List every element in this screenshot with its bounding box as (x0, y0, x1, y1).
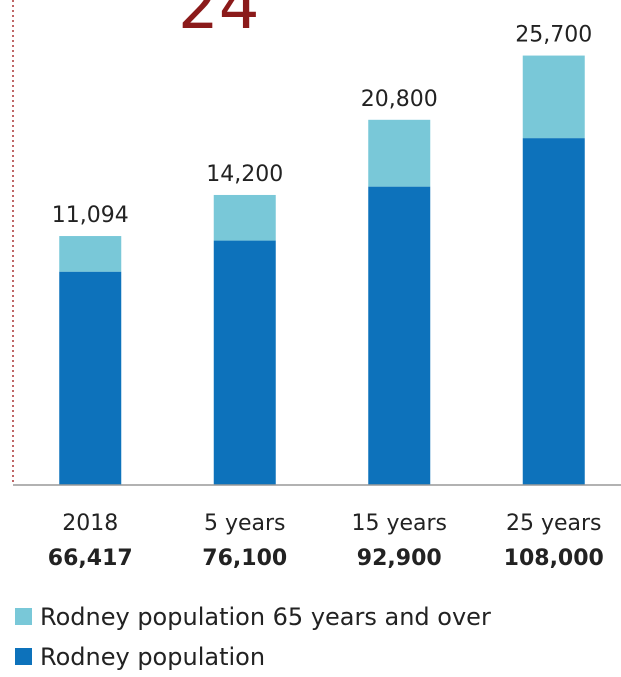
bar-segment (522, 138, 585, 485)
legend-swatch (15, 608, 32, 625)
bar-segment (59, 271, 122, 485)
bar-segment (368, 119, 431, 187)
total-label: 76,100 (202, 546, 287, 571)
total-label: 108,000 (504, 546, 604, 571)
bar-segment (213, 240, 276, 485)
legend-label: Rodney population 65 years and over (40, 603, 491, 631)
data-label: 11,094 (52, 203, 129, 228)
x-tick-label: 25 years (506, 511, 602, 536)
legend-label: Rodney population (40, 643, 265, 671)
total-label: 66,417 (48, 546, 133, 571)
data-label: 20,800 (361, 87, 438, 112)
bar-segment (213, 194, 276, 241)
bar-segment (522, 55, 585, 139)
x-tick-label: 15 years (351, 511, 447, 536)
bar-segment (368, 186, 431, 485)
legend-swatch (15, 648, 32, 665)
x-tick-label: 2018 (62, 511, 118, 536)
x-tick-label: 5 years (204, 511, 286, 536)
total-label: 92,900 (357, 546, 442, 571)
data-label: 25,700 (515, 23, 592, 48)
headline: 24 (178, 0, 259, 44)
data-label: 14,200 (206, 162, 283, 187)
bar-segment (59, 236, 122, 272)
